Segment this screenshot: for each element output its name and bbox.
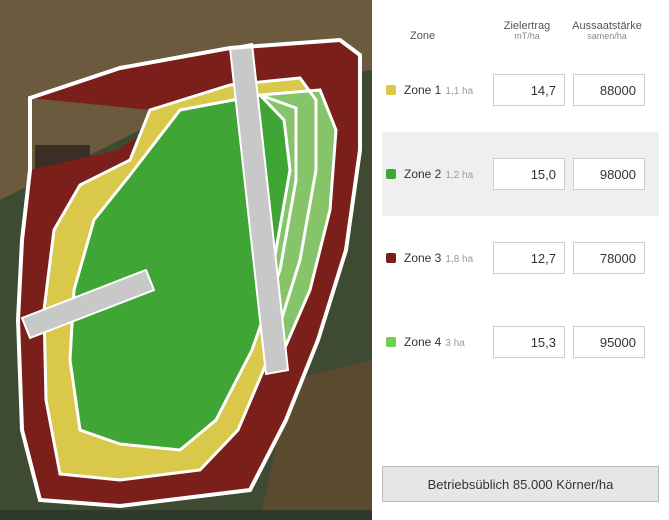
- zone-row-4[interactable]: Zone 43 ha: [382, 300, 659, 384]
- yield-input[interactable]: [493, 158, 565, 190]
- seed-input[interactable]: [573, 326, 645, 358]
- seed-input[interactable]: [573, 242, 645, 274]
- zone-label: Zone 43 ha: [404, 335, 489, 349]
- yield-input[interactable]: [493, 242, 565, 274]
- header-zone: Zone: [382, 30, 487, 42]
- header-yield: Zielertrag mT/ha: [487, 20, 567, 42]
- zone-label: Zone 21,2 ha: [404, 167, 489, 181]
- zone-table: Zone Zielertrag mT/ha Aussaatstärke same…: [372, 0, 669, 520]
- zone-swatch: [386, 253, 396, 263]
- table-header: Zone Zielertrag mT/ha Aussaatstärke same…: [382, 8, 659, 48]
- zone-row-2[interactable]: Zone 21,2 ha: [382, 132, 659, 216]
- zone-swatch: [386, 337, 396, 347]
- zone-row-1[interactable]: Zone 11,1 ha: [382, 48, 659, 132]
- zone-label: Zone 11,1 ha: [404, 83, 489, 97]
- zone-swatch: [386, 85, 396, 95]
- yield-input[interactable]: [493, 74, 565, 106]
- header-seed: Aussaatstärke samen/ha: [567, 20, 647, 42]
- zone-map: [0, 0, 372, 520]
- seed-input[interactable]: [573, 74, 645, 106]
- zone-swatch: [386, 169, 396, 179]
- footer-note: Betriebsüblich 85.000 Körner/ha: [382, 466, 659, 502]
- zone-label: Zone 31,8 ha: [404, 251, 489, 265]
- yield-input[interactable]: [493, 326, 565, 358]
- seed-input[interactable]: [573, 158, 645, 190]
- zone-row-3[interactable]: Zone 31,8 ha: [382, 216, 659, 300]
